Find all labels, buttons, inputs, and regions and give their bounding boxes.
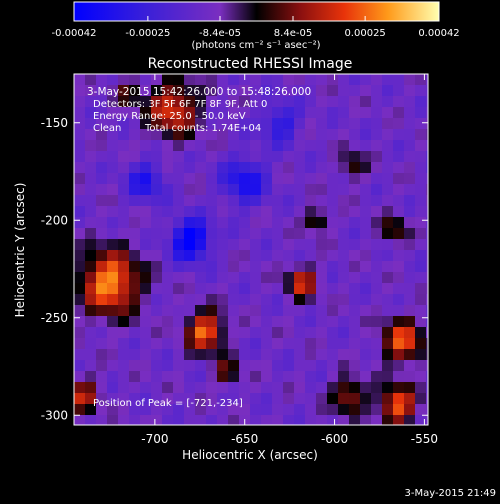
colorbar-tick-label: 0.00025 (344, 28, 385, 39)
x-tick-label: -600 (321, 432, 348, 446)
info-energy: Energy Range: 25.0 - 50.0 keV (93, 111, 246, 122)
image-pixels (74, 74, 428, 425)
y-tick-label: -200 (41, 213, 68, 227)
colorbar-tick-label: -0.00042 (52, 28, 97, 39)
info-detectors: Detectors: 3F 5F 6F 7F 8F 9F, Att 0 (93, 99, 267, 110)
info-counts: Total counts: 1.74E+04 (144, 123, 261, 134)
y-axis-label: Heliocentric Y (arcsec) (13, 183, 27, 318)
y-tick-label: -150 (41, 116, 68, 130)
x-tick-label: -550 (411, 432, 438, 446)
colorbar-unit-label: (photons cm⁻² s⁻¹ asec⁻²) (191, 40, 320, 51)
colorbar-tick-label: -8.4e-05 (199, 28, 241, 39)
colorbar-tick-label: 8.4e-05 (274, 28, 312, 39)
colorbar-tick-label: -0.00025 (125, 28, 170, 39)
y-tick-label: -300 (41, 408, 68, 422)
info-method: Clean (93, 123, 121, 134)
info-block: 3-May-2015 15:42:26.000 to 15:48:26.000 … (87, 86, 311, 134)
x-axis-ticks: -700 -650 -600 -550 (141, 74, 438, 446)
colorbar-ticks: -0.00042 -0.00025 -8.4e-05 8.4e-05 0.00025 0.… (52, 16, 460, 39)
x-tick-label: -700 (141, 432, 168, 446)
y-tick-label: -250 (41, 311, 68, 325)
colorbar-gradient (73, 1, 440, 22)
plot-frame (73, 73, 429, 426)
footer-timestamp: 3-May-2015 21:49 (404, 488, 496, 499)
peak-position-label: Position of Peak = [-721,-234] (93, 398, 243, 409)
colorbar: -0.00042 -0.00025 -8.4e-05 8.4e-05 0.00025 0.… (52, 1, 460, 51)
y-axis-ticks: -300 -250 -200 -150 (41, 116, 428, 422)
x-tick-label: -650 (231, 432, 258, 446)
x-axis-label: Heliocentric X (arcsec) (182, 448, 318, 462)
info-time-range: 3-May-2015 15:42:26.000 to 15:48:26.000 (87, 86, 311, 98)
rhessi-image (74, 74, 428, 425)
colorbar-tick-label: 0.00042 (418, 28, 459, 39)
plot-title: Reconstructed RHESSI Image (148, 56, 353, 72)
